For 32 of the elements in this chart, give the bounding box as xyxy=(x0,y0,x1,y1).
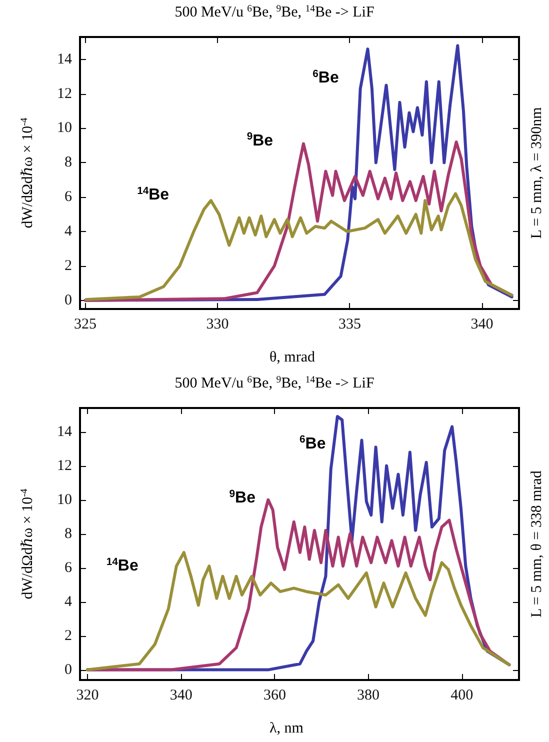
text: L = 5 mm, θ = 338 mrad xyxy=(529,470,545,618)
x-tick-label: 330 xyxy=(206,316,229,332)
y-tick-label: 0 xyxy=(64,662,72,678)
y-tick-label: 12 xyxy=(57,86,72,102)
y-axis-title: dW/dΩdℏω × 10-4 xyxy=(19,488,36,600)
y-tick-label: 0 xyxy=(64,292,72,308)
y-tick-label: 4 xyxy=(64,594,72,610)
y-tick-label: 10 xyxy=(57,492,72,508)
y-tick-label: 6 xyxy=(64,560,72,576)
y-tick-label: 2 xyxy=(64,628,72,644)
x-tick-label: 380 xyxy=(357,688,380,704)
y-tick-label: 12 xyxy=(57,458,72,474)
x-tick-label: 325 xyxy=(74,316,97,332)
y-axis-title: dW/dΩdℏω × 10-4 xyxy=(19,118,36,228)
x-tick-label: 340 xyxy=(470,316,494,332)
x-tick-label: 360 xyxy=(263,688,286,704)
x-axis-title: θ, mrad xyxy=(270,350,316,366)
x-tick-label: 340 xyxy=(170,688,192,704)
x-tick-label: 320 xyxy=(76,688,99,704)
y-tick-label: 10 xyxy=(57,120,72,136)
y-tick-label: 6 xyxy=(64,189,72,206)
x-axis-title: λ, nm xyxy=(270,720,304,736)
text: L = 5 mm, λ = 390nm xyxy=(529,106,545,239)
x-tick-label: 335 xyxy=(338,316,361,332)
y-tick-label: 8 xyxy=(64,154,72,171)
y-tick-label: 14 xyxy=(57,424,72,440)
y-tick-label: 4 xyxy=(64,224,72,240)
x-tick-label: 400 xyxy=(450,688,474,704)
y-tick-label: 8 xyxy=(64,526,72,542)
line-series xyxy=(86,551,511,672)
y-tick-label: 14 xyxy=(57,51,72,68)
y-tick-label: 2 xyxy=(64,258,72,274)
